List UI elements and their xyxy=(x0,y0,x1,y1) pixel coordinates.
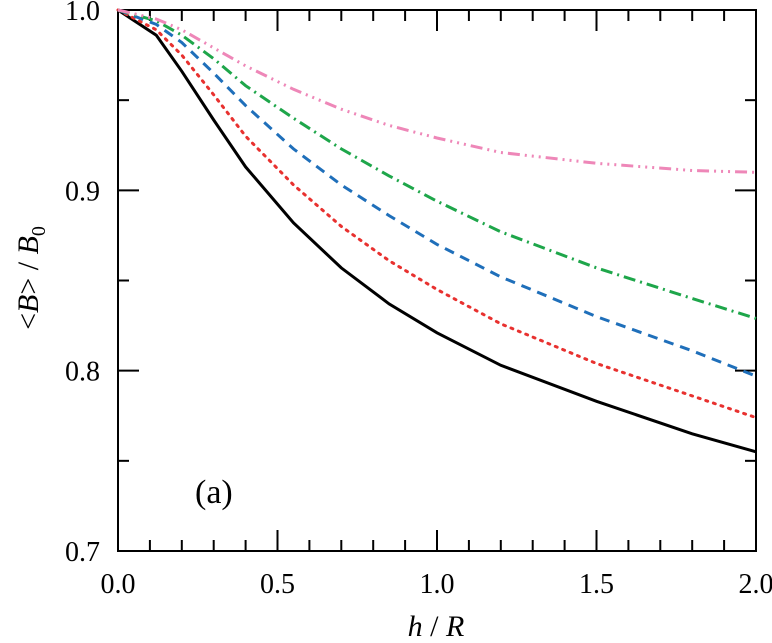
x-axis-label: h / R xyxy=(408,610,465,643)
y-axis-label-pre: < xyxy=(12,313,45,330)
y-tick-label: 1.0 xyxy=(65,0,100,27)
y-axis-label-sub: 0 xyxy=(28,226,50,236)
axis-ticks xyxy=(117,9,757,552)
y-tick-label: 0.8 xyxy=(65,357,100,388)
y-tick-label: 0.7 xyxy=(65,537,100,568)
series-line-5 xyxy=(117,8,757,174)
y-tick-label: 0.9 xyxy=(65,176,100,207)
series-line-3 xyxy=(117,8,757,378)
y-axis-label-post: > / xyxy=(12,254,45,294)
x-tick-label: 1.0 xyxy=(420,569,455,600)
plot-frame xyxy=(117,9,757,552)
panel-annotation: (a) xyxy=(195,474,233,511)
tick-labels: 0.0 0.5 1.0 1.5 2.0 0.7 0.8 0.9 1.0 xyxy=(65,0,772,600)
x-axis-label-sep: / xyxy=(423,610,446,643)
plot-frame-rect xyxy=(117,9,757,552)
x-tick-label: 0.0 xyxy=(101,569,136,600)
x-axis-label-var: h xyxy=(408,610,423,643)
series-line-2 xyxy=(116,8,758,420)
x-tick-label: 1.5 xyxy=(579,569,614,600)
y-axis-label: <B> / B0 xyxy=(12,226,50,330)
x-tick-label: 2.0 xyxy=(739,569,772,600)
series-line-4 xyxy=(117,8,757,320)
x-tick-label: 0.5 xyxy=(260,569,295,600)
series-line-1 xyxy=(117,8,757,454)
y-axis-label-var2: B xyxy=(12,236,45,254)
y-axis-label-var: B xyxy=(12,295,45,313)
x-axis-label-unit: R xyxy=(445,610,464,643)
series-lines xyxy=(116,8,758,454)
